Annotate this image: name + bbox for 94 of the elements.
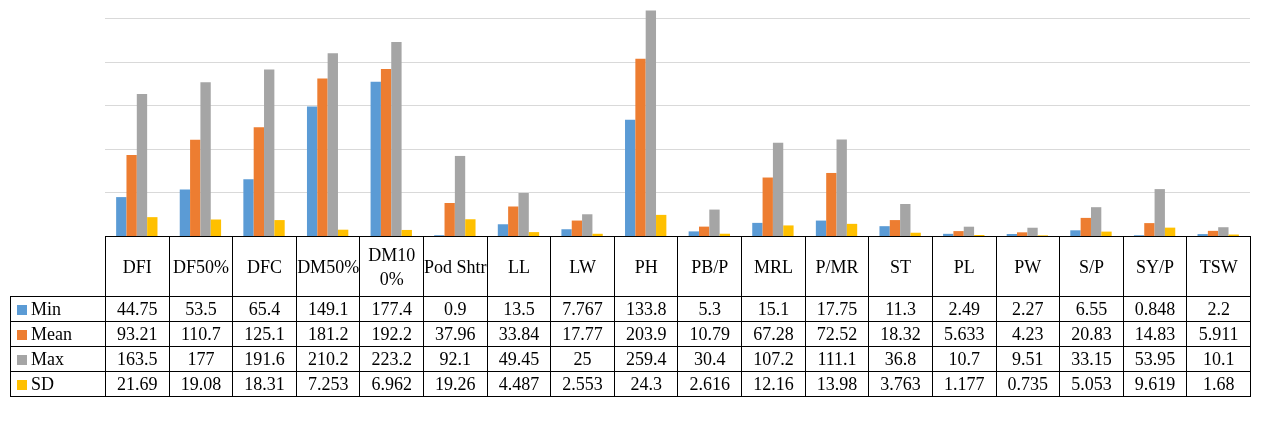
data-label: 2.616 xyxy=(677,371,742,397)
x-tick-label: SY/P xyxy=(1123,236,1187,297)
data-label: 177.4 xyxy=(359,296,424,322)
data-label: 65.4 xyxy=(232,296,297,322)
x-tick-label: S/P xyxy=(1059,236,1124,297)
x-tick-label: PL xyxy=(932,236,997,297)
data-label: 5.911 xyxy=(1186,321,1251,347)
data-label: 37.96 xyxy=(423,321,488,347)
data-label: 125.1 xyxy=(232,321,297,347)
data-label: 72.52 xyxy=(805,321,869,347)
data-label: 5.3 xyxy=(677,296,742,322)
x-tick-label: LL xyxy=(487,236,551,297)
x-tick-label: PW xyxy=(996,236,1060,297)
data-label: 210.2 xyxy=(296,346,360,372)
data-label: 19.26 xyxy=(423,371,488,397)
x-tick-label: DFC xyxy=(232,236,297,297)
x-tick-label: MRL xyxy=(741,236,806,297)
data-label: 5.053 xyxy=(1059,371,1124,397)
data-label: 14.83 xyxy=(1123,321,1187,347)
data-label: 7.767 xyxy=(550,296,615,322)
legend-label: SD xyxy=(10,371,106,397)
data-label: 177 xyxy=(169,346,233,372)
legend-label: Mean xyxy=(10,321,106,347)
data-label: 13.5 xyxy=(487,296,551,322)
data-label: 1.68 xyxy=(1186,371,1251,397)
x-tick-label: LW xyxy=(550,236,615,297)
data-label: 6.55 xyxy=(1059,296,1124,322)
data-label: 191.6 xyxy=(232,346,297,372)
x-tick-label: P/MR xyxy=(805,236,869,297)
data-label: 133.8 xyxy=(614,296,678,322)
data-label: 111.1 xyxy=(805,346,869,372)
data-label: 20.83 xyxy=(1059,321,1124,347)
data-label: 53.5 xyxy=(169,296,233,322)
data-label: 3.763 xyxy=(868,371,933,397)
data-label: 10.1 xyxy=(1186,346,1251,372)
data-label: 15.1 xyxy=(741,296,806,322)
data-label: 44.75 xyxy=(105,296,170,322)
data-label: 2.49 xyxy=(932,296,997,322)
data-label: 0.9 xyxy=(423,296,488,322)
x-tick-label: DF50% xyxy=(169,236,233,297)
data-label: 10.79 xyxy=(677,321,742,347)
x-tick-label: DM100% xyxy=(359,236,424,297)
x-tick-label: PB/P xyxy=(677,236,742,297)
data-label: 2.553 xyxy=(550,371,615,397)
data-label: 25 xyxy=(550,346,615,372)
data-label: 33.84 xyxy=(487,321,551,347)
data-label: 93.21 xyxy=(105,321,170,347)
x-tick-label: ST xyxy=(868,236,933,297)
x-tick-label: TSW xyxy=(1186,236,1251,297)
data-label: 110.7 xyxy=(169,321,233,347)
data-label: 13.98 xyxy=(805,371,869,397)
data-label: 9.619 xyxy=(1123,371,1187,397)
data-label: 9.51 xyxy=(996,346,1060,372)
data-label: 21.69 xyxy=(105,371,170,397)
data-label: 2.2 xyxy=(1186,296,1251,322)
data-label: 192.2 xyxy=(359,321,424,347)
data-label: 92.1 xyxy=(423,346,488,372)
x-tick-label: DM50% xyxy=(296,236,360,297)
legend-label: Min xyxy=(10,296,106,322)
data-label: 163.5 xyxy=(105,346,170,372)
data-label: 259.4 xyxy=(614,346,678,372)
data-label: 10.7 xyxy=(932,346,997,372)
x-tick-label: DFI xyxy=(105,236,170,297)
data-label: 24.3 xyxy=(614,371,678,397)
data-label: 4.487 xyxy=(487,371,551,397)
data-label: 5.633 xyxy=(932,321,997,347)
data-label: 181.2 xyxy=(296,321,360,347)
x-tick-label: Pod Shtr xyxy=(423,236,488,297)
data-label: 18.31 xyxy=(232,371,297,397)
data-label: 18.32 xyxy=(868,321,933,347)
data-label: 7.253 xyxy=(296,371,360,397)
data-label: 0.848 xyxy=(1123,296,1187,322)
data-label: 53.95 xyxy=(1123,346,1187,372)
data-label: 19.08 xyxy=(169,371,233,397)
data-label: 0.735 xyxy=(996,371,1060,397)
data-label: 4.23 xyxy=(996,321,1060,347)
data-label: 107.2 xyxy=(741,346,806,372)
data-label: 11.3 xyxy=(868,296,933,322)
legend-label: Max xyxy=(10,346,106,372)
data-label: 6.962 xyxy=(359,371,424,397)
data-label: 30.4 xyxy=(677,346,742,372)
data-label: 49.45 xyxy=(487,346,551,372)
data-label: 1.177 xyxy=(932,371,997,397)
data-label: 223.2 xyxy=(359,346,424,372)
data-label: 12.16 xyxy=(741,371,806,397)
data-label: 149.1 xyxy=(296,296,360,322)
data-label: 36.8 xyxy=(868,346,933,372)
data-label: 17.77 xyxy=(550,321,615,347)
data-label: 33.15 xyxy=(1059,346,1124,372)
x-tick-label: PH xyxy=(614,236,678,297)
data-label: 17.75 xyxy=(805,296,869,322)
data-label: 203.9 xyxy=(614,321,678,347)
data-label: 67.28 xyxy=(741,321,806,347)
data-label: 2.27 xyxy=(996,296,1060,322)
